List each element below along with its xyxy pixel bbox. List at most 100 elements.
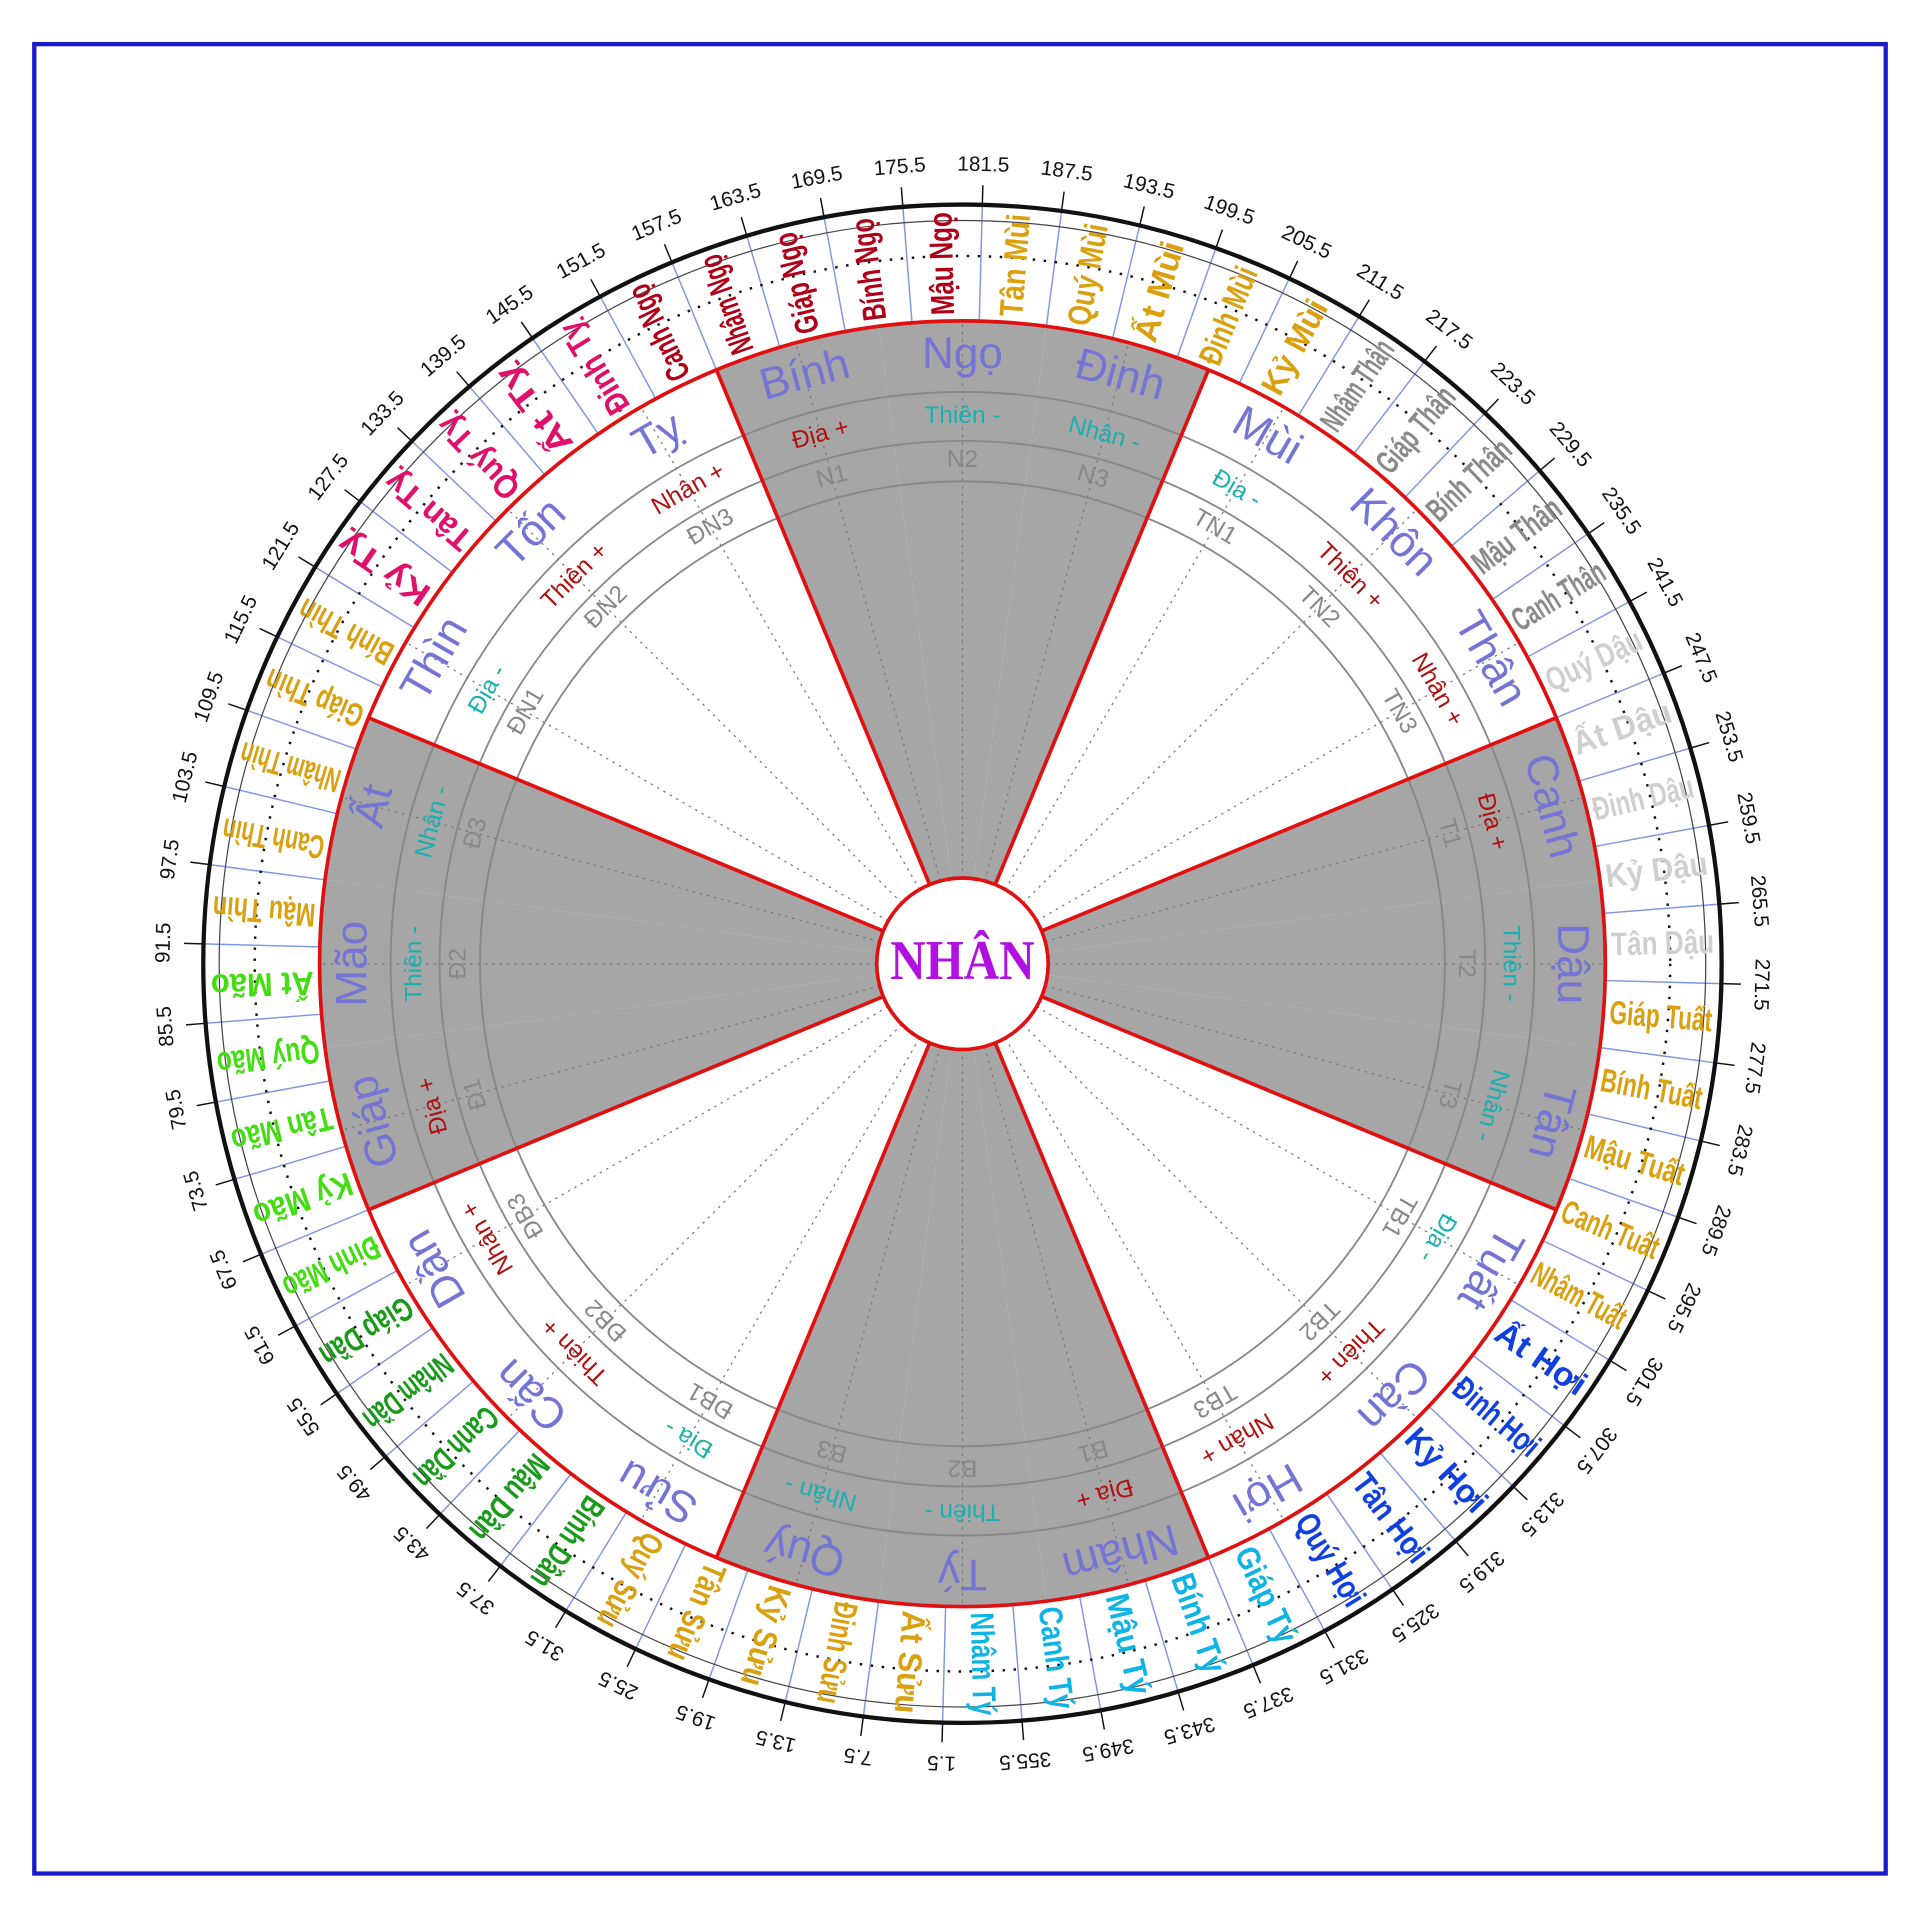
degree-label: 13.5 [753, 1725, 798, 1757]
cycle-cell: Tân Hợi [1344, 1466, 1436, 1570]
degree-tick [1708, 821, 1729, 827]
cycle-cell: Quý Hợi [1287, 1506, 1372, 1613]
dotted-radial [1022, 1023, 1418, 1419]
cycle-cell: Bính Thân [1419, 432, 1519, 530]
degree-label: 265.5 [1746, 874, 1773, 928]
degree-tick [520, 321, 534, 339]
shaded-sector [962, 717, 1600, 964]
degree-tick [1100, 1710, 1106, 1730]
cell-separator [1012, 1604, 1023, 1721]
cycle-cell: Đinh Sửu [809, 1599, 864, 1707]
degree-label: 313.5 [1516, 1487, 1569, 1541]
degree-tick [590, 278, 601, 297]
degree-tick [344, 489, 361, 503]
dotted-radial [640, 406, 921, 890]
cycle-cell: Canh Dần [406, 1398, 506, 1496]
cell-separator [978, 204, 984, 322]
degree-label: 91.5 [151, 922, 175, 963]
cycle-cell: Canh Thân [1505, 554, 1612, 639]
degree-tick [1715, 1062, 1735, 1067]
degree-tick [740, 216, 748, 237]
degree-label: 163.5 [707, 179, 763, 216]
mountain-code: ĐN2 [579, 580, 633, 634]
mountain-code: ĐB1 [683, 1377, 738, 1424]
dotted-radial [405, 1006, 889, 1286]
degree-label: 319.5 [1454, 1546, 1509, 1597]
cycle-cell: Quý Mùi [1061, 221, 1116, 329]
cell-separator [260, 1209, 369, 1255]
degree-tick [941, 1722, 944, 1743]
sector-edge [714, 1042, 932, 1559]
cell-separator [314, 566, 415, 629]
cell-separator [359, 500, 453, 573]
cycle-cell: Nhâm Ngọ [692, 249, 761, 358]
cycle-cell: Mậu Tuất [1580, 1129, 1689, 1194]
degree-label: 247.5 [1680, 629, 1721, 686]
cycle-cell: Ất Tỵ [487, 356, 580, 461]
cell-separator [784, 1588, 814, 1703]
cell-separator [565, 1511, 628, 1612]
cycle-cell: Kỷ Mão [248, 1165, 357, 1234]
degree-label: 67.5 [206, 1247, 243, 1293]
degree-label: 349.5 [1080, 1734, 1135, 1766]
degree-tick [1021, 1720, 1025, 1741]
mountain-name: Dậu [1548, 923, 1597, 1004]
sector-edge [1040, 716, 1558, 933]
cycle-cell: Canh Tuất [1556, 1193, 1665, 1267]
cell-separator [1450, 470, 1541, 547]
degree-tick [1587, 522, 1605, 535]
cell-separator [902, 206, 913, 323]
cycle-cell: Giáp Tuất [1608, 994, 1713, 1039]
dotted-radial [984, 1046, 1130, 1585]
degree-label: 1.5 [927, 1751, 957, 1775]
degree-label: 277.5 [1740, 1041, 1770, 1096]
cell-separator [203, 943, 320, 948]
degree-label: 25.5 [595, 1666, 641, 1704]
cycle-cell: Đinh Mùi [1192, 261, 1266, 370]
degree-label: 31.5 [522, 1625, 569, 1666]
degree-tick [186, 1022, 206, 1026]
degree-label: 169.5 [789, 162, 844, 194]
dotted-radial [1004, 406, 1285, 890]
degree-label: 205.5 [1278, 221, 1335, 264]
cell-separator [708, 1569, 749, 1680]
cell-separator [1599, 1046, 1716, 1064]
mountain-name: Thìn [391, 608, 478, 709]
sector-edge [367, 716, 884, 933]
cycle-cell: Nhâm Dần [356, 1346, 460, 1438]
degree-tick [1700, 1140, 1720, 1147]
sector-edge [367, 994, 884, 1212]
degree-tick [1609, 1359, 1627, 1372]
degree-tick [1252, 1664, 1262, 1684]
cycle-cell: Kỷ Hợi [1397, 1421, 1495, 1521]
dotted-radial [795, 1046, 941, 1585]
degree-label: 85.5 [152, 1005, 178, 1047]
frame [32, 42, 1888, 1876]
cell-separator [1491, 533, 1589, 601]
cycle-cell: Bính Ngọ [844, 216, 894, 323]
cycle-cell: Nhâm Tý [963, 1612, 1003, 1716]
cell-separator [671, 262, 718, 371]
cell-separator [468, 385, 546, 476]
ring-circle [389, 390, 1536, 1537]
dotted-radial [640, 1037, 921, 1521]
mountain-code: ĐB2 [579, 1294, 632, 1347]
degree-label: 295.5 [1662, 1279, 1705, 1336]
degree-tick [819, 197, 825, 218]
cycle-cell: Giáp Dần [313, 1289, 420, 1374]
cell-separator [599, 296, 657, 400]
dotted-radial [507, 1023, 903, 1419]
mountain-name: Tý [938, 1549, 987, 1598]
dotted-radial [1045, 796, 1584, 943]
degree-tick [1215, 229, 1224, 249]
cycle-cell: Nhâm Thân [1313, 333, 1402, 439]
degree-tick [298, 556, 316, 568]
cell-separator [209, 863, 326, 881]
degree-label: 73.5 [179, 1168, 213, 1213]
cycle-cell: Giáp Ngọ [767, 229, 827, 338]
cell-separator [439, 1429, 521, 1515]
cycle-cell: Quý Tỵ [430, 406, 528, 506]
sector-edge [993, 1042, 1211, 1559]
mountain-attribute: Thiên - [401, 926, 428, 1002]
cell-separator [1144, 1579, 1179, 1692]
